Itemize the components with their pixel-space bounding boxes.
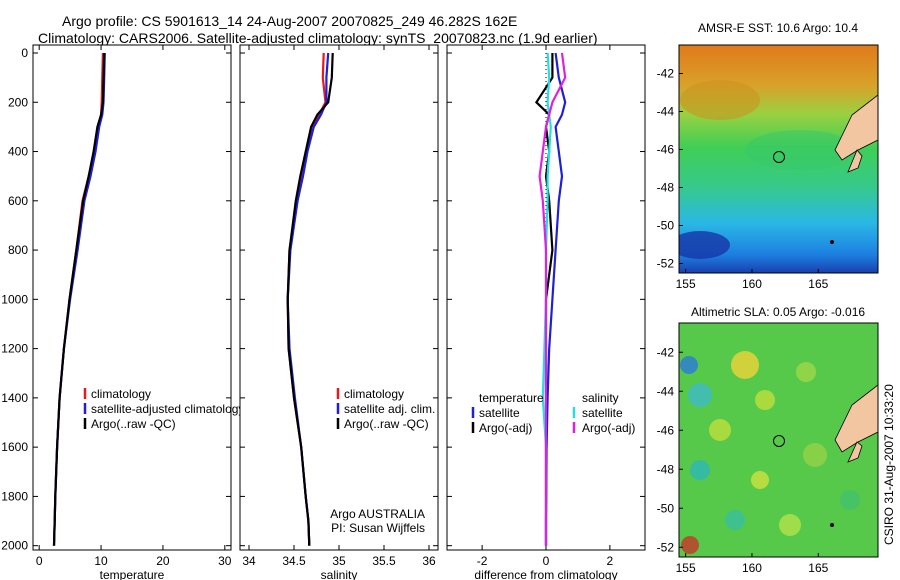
y-tick-label: -44 [657,384,675,398]
x-tick-label: 0 [36,554,43,568]
argo-position-marker [773,151,785,163]
y-tick-label: -52 [657,257,675,271]
credit-text: Argo AUSTRALIA [330,507,425,521]
x-tick-label: 20 [156,554,170,568]
y-tick-label: 1200 [1,342,28,356]
x-tick-label: 160 [742,561,762,575]
x-axis-label: difference from climatology [474,568,617,580]
y-tick-label: 200 [8,95,28,109]
y-tick-label: 0 [21,46,28,60]
figure-title-line2: Climatology: CARS2006. Satellite-adjuste… [38,30,598,46]
figure-title-line1: Argo profile: CS 5901613_14 24-Aug-2007 … [62,13,518,29]
x-axis-label: temperature [100,568,165,580]
legend-label: Argo(-adj) [582,421,635,435]
csiro-timestamp: CSIRO 31-Aug-2007 10:33:20 [882,384,896,545]
profile-panel-2: 34 34.5 35 35.5 36 salinity climatologysatelli… [239,44,439,580]
y-tick-label: 800 [8,243,28,257]
x-tick-label: 165 [808,561,828,575]
sla-map-title: Altimetric SLA: 0.05 Argo: -0.016 [691,305,865,319]
legend-label: climatology [344,387,404,401]
x-tick-label: -2 [477,554,488,568]
series-line-argo-raw-qc- [52,52,106,546]
x-tick-label: 34.5 [282,554,306,568]
legend-header: salinity [582,391,619,405]
y-tick-label: -44 [657,105,675,119]
sst-map-title: AMSR-E SST: 10.6 Argo: 10.4 [698,21,858,35]
legend-header: temperature [479,391,544,405]
x-tick-label: 155 [676,561,696,575]
y-tick-label: 400 [8,145,28,159]
y-tick-label: 1800 [1,489,28,503]
x-tick-label: 34 [242,554,256,568]
y-tick-label: -50 [657,219,675,233]
x-tick-label: 0 [543,554,550,568]
y-tick-label: -42 [657,67,675,81]
x-tick-label: 35.5 [372,554,396,568]
y-tick-label: -52 [657,540,675,554]
x-tick-label: 165 [808,277,828,291]
sst-map: AMSR-E SST: 10.6 Argo: 10.4 155 160 165 -42… [657,21,879,291]
y-tick-label: 1600 [1,440,28,454]
legend-label: satellite adj. clim. [344,402,435,416]
legend-label: satellite-adjusted climatology [91,402,244,416]
y-tick-label: 2000 [1,539,28,553]
argo-position-marker [773,435,785,447]
x-tick-label: 36 [422,554,436,568]
x-tick-label: 155 [676,277,696,291]
x-tick-label: 30 [218,554,232,568]
y-tick-label: -48 [657,181,675,195]
legend-label: climatology [91,387,151,401]
legend-label: Argo(-adj) [479,421,532,435]
series-line-argo-raw-qc- [286,52,334,546]
legend-label: Argo(..raw -QC) [344,417,429,431]
y-tick-label: -46 [657,143,675,157]
y-tick-label: 600 [8,194,28,208]
y-tick-label: -48 [657,462,675,476]
series-line-argo-adj- [538,52,567,546]
legend-label: satellite [479,406,520,420]
y-tick-label: -42 [657,345,675,359]
pi-text: PI: Susan Wijffels [331,521,425,535]
sla-map: Altimetric SLA: 0.05 Argo: -0.016 155 160… [657,305,879,575]
x-tick-label: 160 [742,277,762,291]
legend-label: Argo(..raw -QC) [91,417,176,431]
coastline-shape [834,384,878,453]
y-tick-label: 1400 [1,391,28,405]
x-tick-label: 10 [94,554,108,568]
plot-frame [32,44,232,551]
y-tick-label: 1000 [1,292,28,306]
legend-label: satellite [582,406,623,420]
plot-frame [239,44,439,551]
x-axis-label: salinity [321,568,358,580]
coastline-shape [834,94,878,161]
x-tick-label: 2 [607,554,614,568]
x-tick-label: 35 [332,554,346,568]
y-tick-label: -50 [657,501,675,515]
profile-panel-1: 0 10 20 30 0 200 400 600 800 1000 1200 1400 1600 1800… [1,44,244,580]
y-tick-label: -46 [657,423,675,437]
